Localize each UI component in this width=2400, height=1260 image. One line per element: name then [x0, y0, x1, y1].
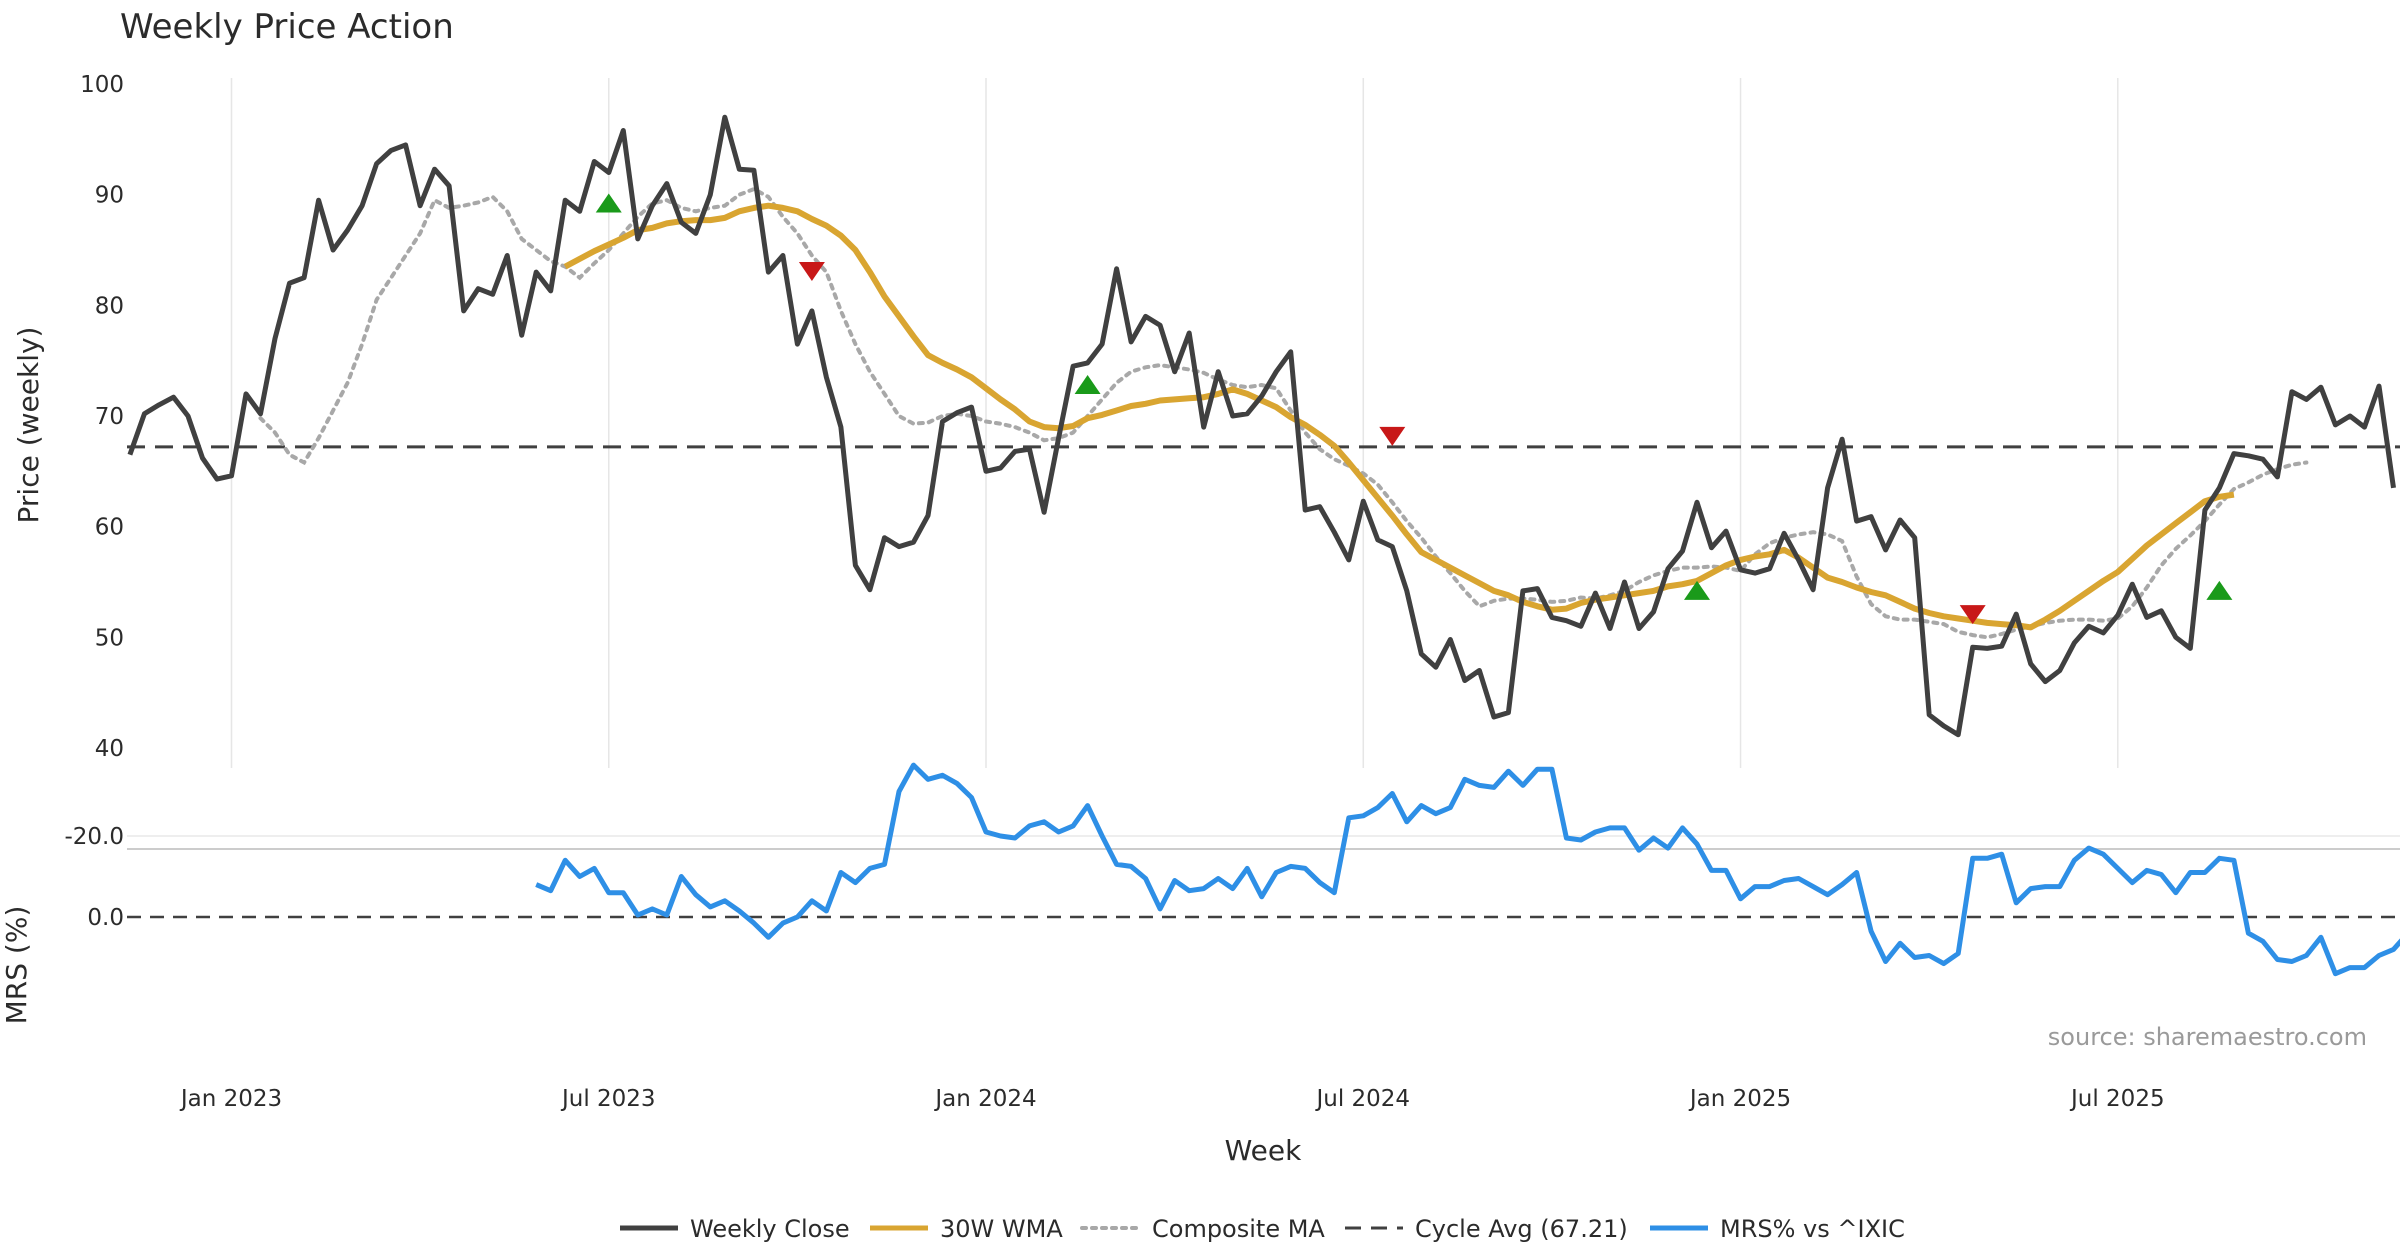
x-tick-label: Jul 2025	[2069, 1086, 2165, 1112]
signal-markers	[595, 193, 2233, 625]
buy-signal-marker	[2206, 580, 2233, 600]
x-tick-label: Jul 2023	[560, 1086, 656, 1112]
x-tick-label: Jan 2024	[933, 1086, 1036, 1112]
price-y-tick-label: 40	[95, 736, 124, 762]
chart-title: Weekly Price Action	[120, 7, 454, 47]
buy-signal-marker	[1684, 580, 1711, 600]
price-y-tick-label: 80	[95, 293, 124, 319]
x-tick-label: Jan 2025	[1688, 1086, 1791, 1112]
legend: Weekly Close 30W WMA Composite MA Cycle Avg…	[620, 1215, 1905, 1243]
legend-label: Composite MA	[1152, 1215, 1325, 1243]
mrs-line	[535, 762, 2400, 977]
legend-label: MRS% vs ^IXIC	[1720, 1215, 1905, 1243]
buy-signal-marker	[1074, 375, 1101, 395]
mrs-panel: -20.0 0.0 MRS (%) source: sharemaestro.co…	[0, 762, 2400, 1051]
mrs-y-tick-labels: -20.0 0.0	[64, 824, 124, 931]
composite-ma-line	[258, 186, 2309, 640]
wma-30w-line	[563, 202, 2235, 631]
price-y-tick-label: 90	[95, 183, 124, 209]
price-panel: 40 50 60 70 80 90 100 Price (weekly)	[12, 72, 2400, 768]
source-credit: source: sharemaestro.com	[2048, 1023, 2367, 1051]
buy-signal-marker	[595, 193, 622, 213]
x-tick-label: Jan 2023	[179, 1086, 282, 1112]
price-y-tick-label: 50	[95, 625, 124, 651]
price-x-gridlines	[230, 78, 2119, 768]
sell-signal-marker	[1959, 605, 1986, 625]
legend-label: 30W WMA	[940, 1215, 1063, 1243]
mrs-y-tick-label: -20.0	[64, 824, 124, 850]
sell-signal-marker	[1379, 426, 1406, 446]
mrs-y-axis-label: MRS (%)	[0, 906, 33, 1025]
legend-label: Cycle Avg (67.21)	[1415, 1215, 1628, 1243]
x-tick-labels: Jan 2023 Jul 2023 Jan 2024 Jul 2024 Jan 2025…	[179, 1086, 2165, 1112]
price-y-tick-label: 100	[80, 72, 124, 98]
mrs-y-tick-label: 0.0	[87, 905, 124, 931]
legend-label: Weekly Close	[690, 1215, 850, 1243]
price-y-tick-label: 60	[95, 515, 124, 541]
price-y-tick-label: 70	[95, 404, 124, 430]
weekly-close-line	[127, 114, 2396, 738]
sell-signal-marker	[798, 262, 825, 282]
price-y-axis-label: Price (weekly)	[12, 327, 45, 524]
x-axis-label: Week	[1225, 1134, 1302, 1167]
x-tick-label: Jul 2024	[1314, 1086, 1410, 1112]
price-y-tick-labels: 40 50 60 70 80 90 100	[80, 72, 124, 762]
